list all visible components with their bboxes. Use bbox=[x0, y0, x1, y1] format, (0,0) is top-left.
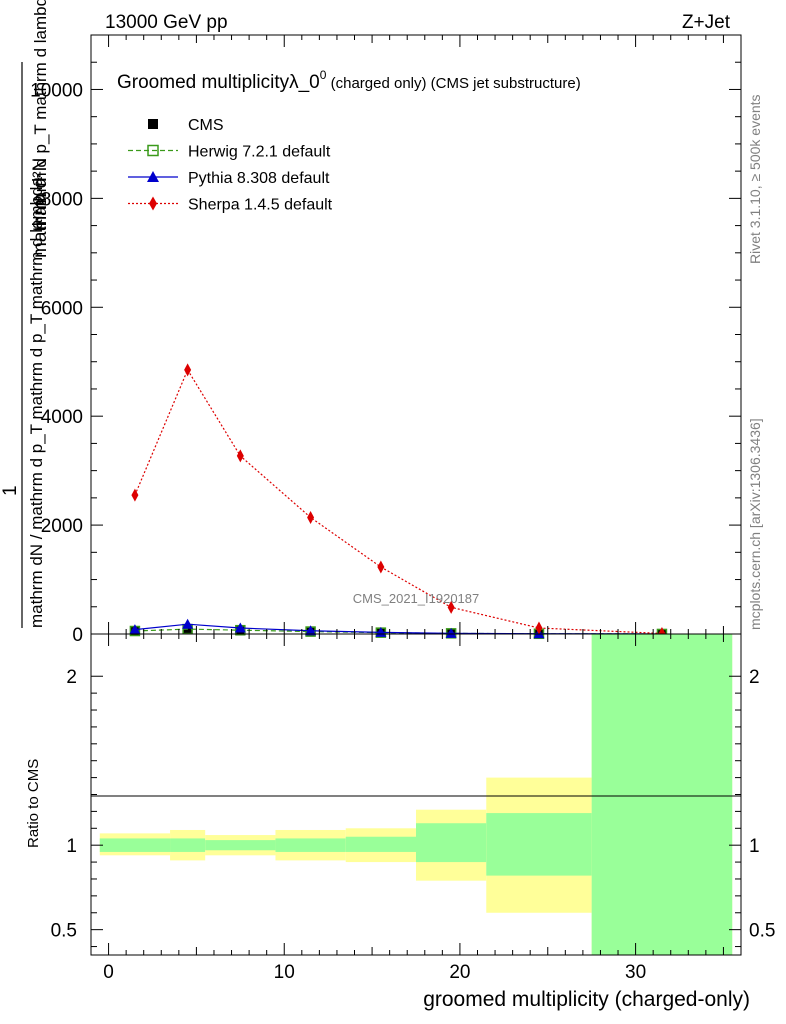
legend-label-cms: CMS bbox=[188, 117, 224, 134]
pythia-point bbox=[305, 625, 317, 636]
y-label-prefix: 1 bbox=[0, 485, 21, 496]
ratio-y-tick-label-right: 2 bbox=[749, 667, 760, 688]
sherpa-point bbox=[377, 560, 385, 574]
ratio-stat-uncertainty-band bbox=[170, 838, 206, 852]
main-y-tick-label: 8000 bbox=[41, 189, 83, 210]
y-label-denominator: mathrm dN / mathrm d p_T mathrm d p_T ma… bbox=[27, 176, 46, 628]
pythia-point bbox=[445, 627, 457, 638]
ratio-stat-uncertainty-band bbox=[275, 838, 346, 852]
legend-entry-sherpa: Sherpa 1.4.5 default bbox=[128, 196, 333, 214]
sherpa-point bbox=[184, 363, 192, 377]
sherpa-point bbox=[307, 510, 315, 524]
y-label-numerator-sub: mathrm d p_T mathrm d lambda bbox=[31, 0, 50, 230]
sherpa-point bbox=[131, 488, 139, 502]
ratio-stat-uncertainty-band bbox=[486, 813, 592, 876]
x-tick-label: 0 bbox=[103, 962, 114, 983]
legend-label-herwig: Herwig 7.2.1 default bbox=[188, 144, 331, 161]
legend-entry-herwig: Herwig 7.2.1 default bbox=[128, 144, 331, 161]
legend-marker-cms bbox=[148, 119, 158, 129]
x-tick-label: 20 bbox=[449, 962, 470, 983]
sherpa-line bbox=[134, 368, 662, 635]
series-herwig bbox=[129, 623, 668, 640]
ratio-y-tick-label-right: 1 bbox=[749, 836, 760, 857]
ratio-y-tick-label: 1 bbox=[66, 836, 77, 857]
ratio-y-tick-label: 0.5 bbox=[51, 921, 77, 942]
main-y-tick-label: 2000 bbox=[41, 516, 83, 537]
x-tick-label: 10 bbox=[274, 962, 295, 983]
ratio-stat-uncertainty-band bbox=[345, 836, 416, 852]
legend-marker-pythia bbox=[147, 171, 159, 182]
main-plot-panel: 0 2000 4000 6000 8000 10000 bbox=[30, 34, 742, 646]
collision-energy-label: 13000 GeV pp bbox=[105, 12, 228, 33]
main-y-axis-label: mathrm d²N mathrm d p_T mathrm d lambda … bbox=[0, 0, 51, 628]
legend-entry-cms: CMS bbox=[148, 117, 224, 134]
sherpa-point bbox=[447, 600, 455, 614]
ratio-stat-uncertainty-band bbox=[416, 823, 487, 863]
plot-title: Groomed multiplicityλ_00 (charged only) … bbox=[117, 68, 581, 93]
rivet-version-label: Rivet 3.1.10, ≥ 500k events bbox=[747, 94, 763, 264]
legend-label-pythia: Pythia 8.308 default bbox=[188, 170, 330, 187]
ratio-plot-panel: 0.5 0.51 12 20 10 20 30 bbox=[51, 633, 775, 983]
series-cms bbox=[130, 625, 667, 639]
ratio-stat-uncertainty-band bbox=[205, 840, 276, 851]
legend-marker-herwig bbox=[147, 144, 159, 157]
x-axis-label: groomed multiplicity (charged-only) bbox=[423, 988, 750, 1011]
legend-label-sherpa: Sherpa 1.4.5 default bbox=[188, 197, 333, 214]
main-y-tick-label: 4000 bbox=[41, 407, 83, 428]
ratio-stat-uncertainty-band bbox=[99, 838, 171, 852]
legend-entry-pythia: Pythia 8.308 default bbox=[128, 170, 330, 187]
main-y-tick-label: 0 bbox=[72, 625, 83, 646]
analysis-watermark: CMS_2021_I1920187 bbox=[353, 591, 480, 606]
legend-marker-sherpa bbox=[149, 196, 157, 211]
ratio-y-tick-label: 2 bbox=[66, 667, 77, 688]
pythia-point bbox=[129, 624, 141, 635]
pythia-point bbox=[234, 622, 246, 633]
mcplots-credit-label: mcplots.cern.ch [arXiv:1306.3436] bbox=[747, 418, 763, 630]
sherpa-point bbox=[236, 449, 244, 463]
y-label-numerator: mathrm d²N bbox=[30, 158, 51, 258]
main-y-tick-label: 6000 bbox=[41, 298, 83, 319]
pythia-point bbox=[182, 618, 194, 629]
sherpa-point bbox=[535, 621, 543, 635]
process-label: Z+Jet bbox=[682, 12, 731, 33]
ratio-y-tick-label-right: 0.5 bbox=[749, 921, 775, 942]
legend: CMS Herwig 7.2.1 default Pythia 8.308 defa… bbox=[128, 117, 333, 214]
main-y-tick-label: 10000 bbox=[30, 80, 83, 101]
series-sherpa bbox=[131, 363, 666, 640]
ratio-stat-uncertainty-band bbox=[591, 634, 733, 955]
series-pythia bbox=[129, 618, 668, 639]
x-tick-label: 30 bbox=[625, 962, 646, 983]
ratio-y-axis-label: Ratio to CMS bbox=[25, 759, 42, 848]
